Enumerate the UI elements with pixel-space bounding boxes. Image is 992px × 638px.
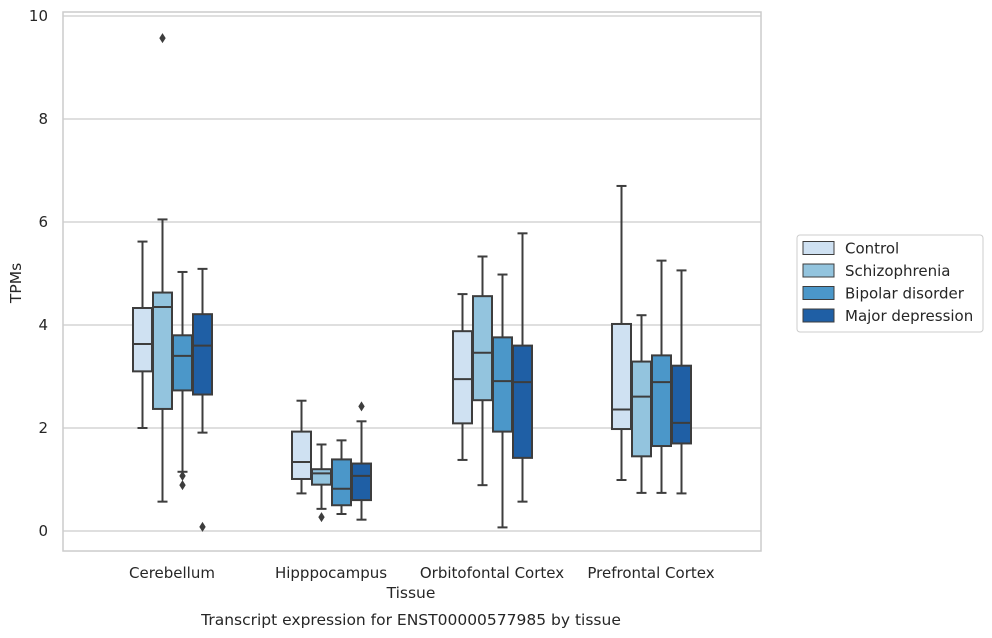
legend: Control Schizophrenia Bipolar disorder Majo…	[796, 234, 984, 333]
outlier-point	[179, 470, 186, 481]
outlier-point	[159, 33, 166, 44]
box-iqr	[492, 336, 513, 433]
box-iqr	[472, 295, 493, 402]
box-iqr	[132, 307, 153, 373]
box-iqr	[172, 334, 193, 392]
y-tick-label: 2	[38, 419, 48, 437]
chart-caption: Transcript expression for ENST0000057798…	[200, 611, 621, 629]
box-iqr	[152, 291, 173, 410]
box-schizophrenia	[311, 443, 332, 523]
x-tick-label: Prefrontal Cortex	[587, 564, 714, 582]
box-iqr	[291, 430, 312, 480]
legend-label: Bipolar disorder	[845, 285, 965, 303]
x-tick-label: Cerebellum	[129, 564, 215, 582]
legend-swatch	[802, 308, 835, 323]
box-iqr	[631, 360, 652, 458]
legend-label: Control	[845, 240, 899, 258]
box-control	[452, 293, 473, 461]
y-tick-label: 8	[38, 110, 48, 128]
box-control	[611, 184, 632, 482]
box-iqr	[331, 458, 352, 507]
box-iqr	[311, 468, 332, 486]
y-tick-label: 4	[38, 316, 48, 334]
box-bipolar-disorder	[331, 439, 352, 516]
y-tick-label: 10	[29, 7, 48, 25]
legend-label: Schizophrenia	[845, 262, 950, 280]
legend-label: Major depression	[845, 307, 973, 325]
outlier-point	[358, 401, 365, 412]
y-tick-label: 0	[38, 522, 48, 540]
box-schizophrenia	[152, 33, 173, 503]
box-iqr	[192, 313, 213, 396]
box-major-depression	[351, 401, 372, 521]
y-gridlines	[63, 15, 761, 532]
outlier-point	[318, 512, 325, 523]
box-control	[291, 399, 312, 495]
plot-background	[63, 12, 761, 551]
box-iqr	[611, 322, 632, 431]
legend-frame	[796, 234, 984, 333]
outlier-point	[199, 521, 206, 532]
box-control	[132, 240, 153, 429]
box-series	[132, 33, 692, 532]
box-bipolar-disorder	[172, 270, 193, 491]
box-iqr	[452, 330, 473, 425]
y-tick-labels: 0 2 4 6 8 10	[29, 7, 48, 540]
box-major-depression	[192, 267, 213, 532]
x-tick-label: Orbitofontal Cortex	[420, 564, 564, 582]
y-tick-label: 6	[38, 213, 48, 231]
x-axis-label: Tissue	[386, 584, 436, 602]
legend-swatch	[802, 241, 835, 255]
box-iqr	[351, 462, 372, 502]
x-tick-labels: Cerebellum Hipppocampus Orbitofontal Corte…	[129, 564, 715, 582]
legend-swatch	[802, 286, 835, 300]
x-tick-label: Hipppocampus	[275, 564, 387, 582]
legend-swatch	[802, 263, 835, 278]
box-iqr	[512, 344, 533, 459]
box-iqr	[671, 364, 692, 445]
plot-frame	[62, 11, 762, 552]
box-schizophrenia	[472, 255, 493, 487]
box-major-depression	[671, 269, 692, 495]
box-major-depression	[512, 232, 533, 503]
y-axis-label: TPMs	[7, 263, 25, 304]
outlier-point	[179, 480, 186, 491]
box-iqr	[651, 354, 672, 448]
